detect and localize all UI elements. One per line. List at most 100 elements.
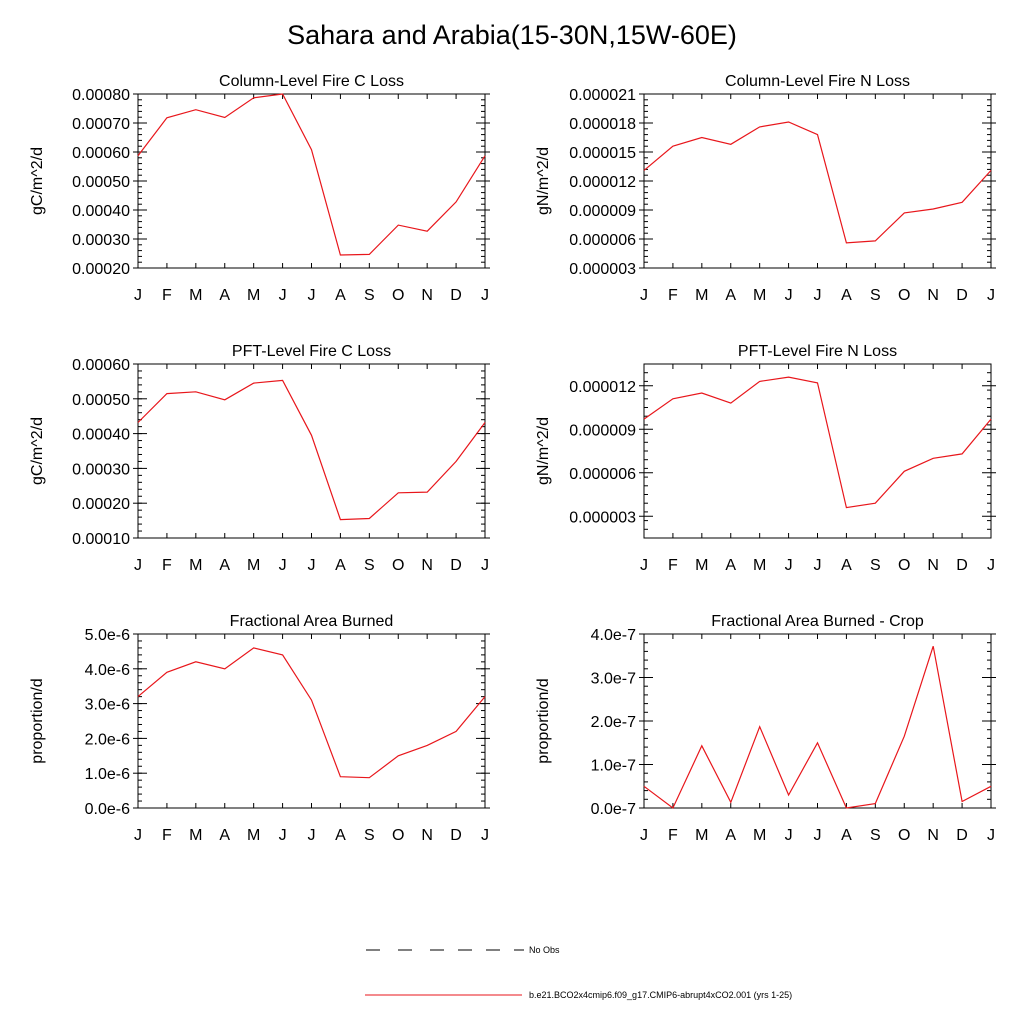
x-tick-label: J <box>785 557 793 574</box>
x-tick-label: A <box>725 827 736 844</box>
y-tick-label: 0.000006 <box>569 466 636 483</box>
y-tick-label: 4.0e-6 <box>85 662 130 679</box>
series-line <box>137 93 486 256</box>
y-tick-label: 0.000018 <box>569 116 636 133</box>
x-tick-label: J <box>987 827 995 844</box>
x-tick-label: D <box>450 287 462 304</box>
series-line <box>643 646 992 809</box>
x-tick-label: M <box>695 287 708 304</box>
x-tick-label: O <box>392 557 404 574</box>
x-tick-label: A <box>335 827 346 844</box>
y-tick-label: 0.00050 <box>72 392 130 409</box>
legend: No Obs b.e21.BCO2x4cmip6.f09_g17.CMIP6-ab… <box>365 945 792 1000</box>
x-tick-label: N <box>927 557 939 574</box>
x-tick-label: N <box>421 557 433 574</box>
y-tick-label: 0.00020 <box>72 261 130 278</box>
x-tick-label: J <box>640 287 648 304</box>
panel-title: Fractional Area Burned <box>230 613 394 630</box>
y-tick-label: 0.00080 <box>72 87 130 104</box>
figure-title: Sahara and Arabia(15-30N,15W-60E) <box>287 20 737 50</box>
x-tick-label: J <box>134 287 142 304</box>
x-tick-label: J <box>785 827 793 844</box>
y-tick-label: 0.000012 <box>569 379 636 396</box>
y-tick-label: 0.0e-6 <box>85 801 130 818</box>
x-tick-label: J <box>134 557 142 574</box>
x-tick-label: N <box>421 827 433 844</box>
x-tick-label: J <box>640 557 648 574</box>
x-tick-label: J <box>481 827 489 844</box>
legend-model-label: b.e21.BCO2x4cmip6.f09_g17.CMIP6-abrupt4x… <box>529 990 792 1000</box>
x-tick-label: O <box>392 287 404 304</box>
x-tick-label: J <box>279 827 287 844</box>
panel-title: Fractional Area Burned - Crop <box>711 613 924 630</box>
x-tick-label: A <box>335 287 346 304</box>
legend-obs-label: No Obs <box>529 945 560 955</box>
x-tick-label: D <box>956 827 968 844</box>
x-tick-label: F <box>162 557 172 574</box>
x-tick-label: M <box>753 827 766 844</box>
y-axis-label: gN/m^2/d <box>535 147 552 215</box>
y-tick-label: 1.0e-7 <box>591 758 636 775</box>
y-tick-label: 0.00010 <box>72 531 130 548</box>
y-tick-label: 0.00040 <box>72 427 130 444</box>
x-tick-label: D <box>956 557 968 574</box>
y-tick-label: 0.00040 <box>72 203 130 220</box>
x-tick-label: J <box>279 557 287 574</box>
x-tick-label: M <box>247 287 260 304</box>
x-tick-label: J <box>279 287 287 304</box>
y-tick-label: 0.00020 <box>72 496 130 513</box>
y-tick-label: 0.00070 <box>72 116 130 133</box>
y-tick-label: 5.0e-6 <box>85 627 130 644</box>
x-tick-label: M <box>247 827 260 844</box>
plot-frame <box>137 363 486 539</box>
y-axis-label: gC/m^2/d <box>29 417 46 485</box>
x-tick-label: J <box>987 287 995 304</box>
x-tick-label: A <box>219 287 230 304</box>
plot-frame <box>137 93 486 269</box>
x-tick-label: J <box>134 827 142 844</box>
x-tick-label: J <box>814 287 822 304</box>
x-tick-label: M <box>695 827 708 844</box>
x-tick-label: N <box>927 827 939 844</box>
x-tick-label: A <box>725 557 736 574</box>
series-line <box>643 376 992 509</box>
x-tick-label: M <box>247 557 260 574</box>
y-tick-label: 3.0e-6 <box>85 697 130 714</box>
series-line <box>137 379 486 521</box>
y-axis-label: proportion/d <box>29 678 46 763</box>
x-tick-label: O <box>392 827 404 844</box>
x-tick-label: S <box>364 287 375 304</box>
y-tick-label: 1.0e-6 <box>85 766 130 783</box>
x-tick-label: M <box>753 557 766 574</box>
x-tick-label: F <box>668 827 678 844</box>
plot-frame <box>643 633 992 809</box>
y-tick-label: 0.000012 <box>569 174 636 191</box>
x-tick-label: S <box>870 827 881 844</box>
x-tick-label: J <box>640 827 648 844</box>
plot-frame <box>643 93 992 269</box>
x-tick-label: M <box>695 557 708 574</box>
y-tick-label: 0.000021 <box>569 87 636 104</box>
y-axis-label: gC/m^2/d <box>29 147 46 215</box>
x-tick-label: J <box>481 287 489 304</box>
x-tick-label: S <box>870 557 881 574</box>
x-tick-label: J <box>987 557 995 574</box>
series-line <box>643 121 992 244</box>
x-tick-label: A <box>725 287 736 304</box>
x-tick-label: M <box>189 287 202 304</box>
y-tick-label: 0.000003 <box>569 261 636 278</box>
x-tick-label: M <box>753 287 766 304</box>
y-tick-label: 0.0e-7 <box>591 801 636 818</box>
plot-frame <box>643 363 992 539</box>
y-tick-label: 2.0e-6 <box>85 731 130 748</box>
x-tick-label: S <box>364 827 375 844</box>
panel-title: Column-Level Fire C Loss <box>219 73 404 90</box>
x-tick-label: D <box>956 287 968 304</box>
y-tick-label: 0.000006 <box>569 232 636 249</box>
plot-frame <box>137 633 486 809</box>
y-tick-label: 3.0e-7 <box>591 671 636 688</box>
